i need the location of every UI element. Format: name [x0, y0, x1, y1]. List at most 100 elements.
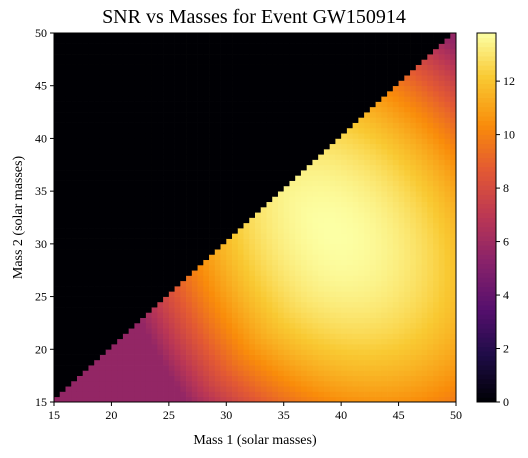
colorbar-segment: [477, 250, 496, 255]
heatmap-cell: [266, 107, 272, 113]
heatmap-cell: [335, 207, 341, 213]
heatmap-cell: [353, 254, 359, 260]
heatmap-cell: [180, 149, 186, 155]
heatmap-cell: [100, 91, 106, 97]
heatmap-cell: [186, 44, 192, 50]
heatmap-cell: [249, 233, 255, 239]
heatmap-cell: [140, 207, 146, 213]
heatmap-cell: [439, 138, 445, 144]
heatmap-cell: [266, 275, 272, 281]
heatmap-cell: [255, 102, 261, 108]
heatmap-cell: [169, 75, 175, 81]
heatmap-cell: [209, 44, 215, 50]
heatmap-cell: [284, 70, 290, 76]
heatmap-cell: [427, 233, 433, 239]
heatmap-cell: [289, 391, 295, 397]
heatmap-cell: [416, 33, 422, 39]
heatmap-cell: [301, 86, 307, 92]
heatmap-cell: [312, 96, 318, 102]
heatmap-cell: [376, 281, 382, 287]
heatmap-cell: [71, 212, 77, 218]
heatmap-cell: [295, 49, 301, 55]
heatmap-cell: [152, 123, 158, 129]
heatmap-cell: [450, 254, 456, 260]
heatmap-cell: [203, 275, 209, 281]
heatmap-cell: [134, 249, 140, 255]
heatmap-cell: [83, 239, 89, 245]
heatmap-cell: [301, 96, 307, 102]
heatmap-cell: [209, 133, 215, 139]
heatmap-cell: [410, 370, 416, 376]
heatmap-cell: [83, 391, 89, 397]
heatmap-cell: [439, 207, 445, 213]
heatmap-cell: [450, 297, 456, 303]
heatmap-cell: [180, 181, 186, 187]
heatmap-cell: [261, 112, 267, 118]
heatmap-cell: [358, 202, 364, 208]
heatmap-cell: [284, 165, 290, 171]
heatmap-cell: [335, 286, 341, 292]
heatmap-cell: [140, 112, 146, 118]
heatmap-cell: [255, 328, 261, 334]
heatmap-cell: [226, 160, 232, 166]
heatmap-cell: [284, 302, 290, 308]
heatmap-cell: [381, 117, 387, 123]
heatmap-cell: [169, 281, 175, 287]
heatmap-cell: [221, 38, 227, 44]
heatmap-cell: [238, 323, 244, 329]
heatmap-cell: [358, 138, 364, 144]
heatmap-cell: [163, 281, 169, 287]
heatmap-cell: [301, 191, 307, 197]
heatmap-cell: [192, 181, 198, 187]
heatmap-cell: [232, 260, 238, 266]
heatmap-cell: [232, 38, 238, 44]
heatmap-cell: [134, 328, 140, 334]
heatmap-cell: [324, 218, 330, 224]
heatmap-cell: [244, 202, 250, 208]
heatmap-cell: [272, 112, 278, 118]
heatmap-cell: [393, 202, 399, 208]
heatmap-cell: [427, 59, 433, 65]
heatmap-cell: [335, 170, 341, 176]
heatmap-cell: [387, 291, 393, 297]
heatmap-cell: [439, 160, 445, 166]
heatmap-cell: [387, 233, 393, 239]
heatmap-cell: [312, 328, 318, 334]
heatmap-cell: [163, 128, 169, 134]
heatmap-cell: [427, 291, 433, 297]
heatmap-cell: [215, 286, 221, 292]
heatmap-cell: [301, 265, 307, 271]
heatmap-cell: [324, 181, 330, 187]
heatmap-cell: [335, 91, 341, 97]
heatmap-cell: [88, 102, 94, 108]
heatmap-cell: [232, 65, 238, 71]
heatmap-cell: [83, 160, 89, 166]
heatmap-cell: [152, 370, 158, 376]
heatmap-cell: [249, 260, 255, 266]
heatmap-cell: [77, 318, 83, 324]
heatmap-cell: [221, 33, 227, 39]
heatmap-cell: [117, 70, 123, 76]
heatmap-cell: [416, 344, 422, 350]
heatmap-cell: [65, 75, 71, 81]
heatmap-cell: [175, 286, 181, 292]
heatmap-cell: [146, 365, 152, 371]
heatmap-cell: [307, 80, 313, 86]
heatmap-cell: [318, 260, 324, 266]
heatmap-cell: [324, 239, 330, 245]
heatmap-cell: [65, 138, 71, 144]
heatmap-cell: [341, 112, 347, 118]
heatmap-cell: [244, 302, 250, 308]
heatmap-cell: [324, 376, 330, 382]
heatmap-cell: [255, 275, 261, 281]
heatmap-cell: [123, 376, 129, 382]
heatmap-cell: [140, 386, 146, 392]
heatmap-cell: [157, 249, 163, 255]
heatmap-cell: [129, 133, 135, 139]
heatmap-cell: [347, 281, 353, 287]
heatmap-cell: [226, 54, 232, 60]
heatmap-cell: [289, 344, 295, 350]
heatmap-cell: [65, 186, 71, 192]
heatmap-cell: [106, 133, 112, 139]
heatmap-cell: [249, 96, 255, 102]
